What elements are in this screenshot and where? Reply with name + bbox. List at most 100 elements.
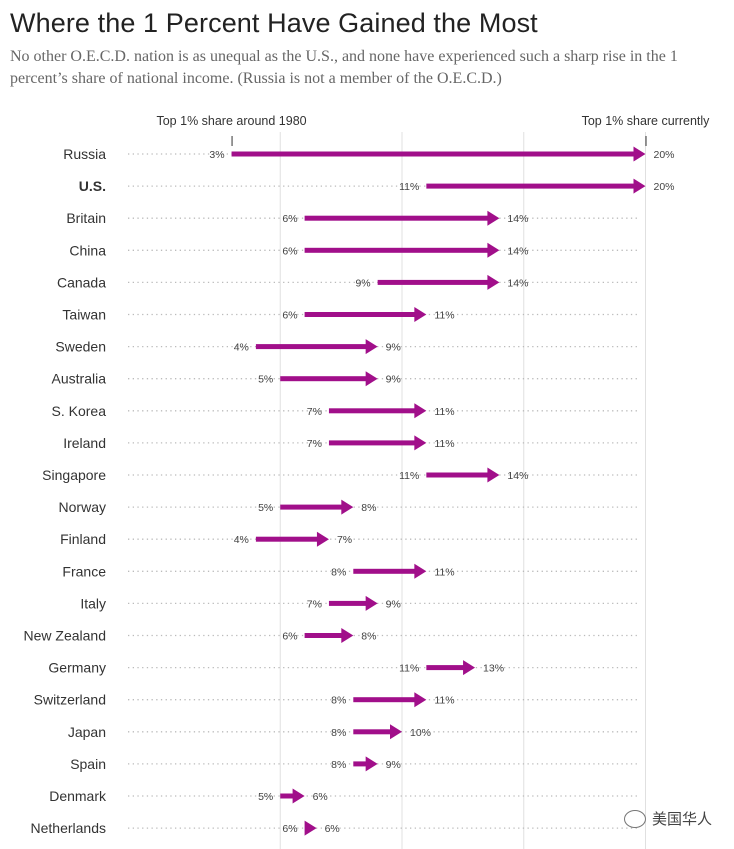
country-label: New Zealand xyxy=(24,628,107,644)
arrow-shaft xyxy=(426,183,634,189)
arrow-shaft xyxy=(280,376,367,382)
start-value-label: 7% xyxy=(307,406,322,418)
end-value-label: 8% xyxy=(361,631,376,643)
arrow-head xyxy=(487,242,500,258)
start-value-label: 7% xyxy=(307,598,322,610)
end-value-label: 20% xyxy=(654,149,675,161)
start-value-label: 8% xyxy=(331,727,346,739)
arrow-head xyxy=(341,628,354,643)
arrow-head xyxy=(414,563,427,579)
arrow-head xyxy=(414,692,427,708)
country-label: Netherlands xyxy=(31,820,107,836)
country-label: Norway xyxy=(59,499,106,515)
start-value-label: 5% xyxy=(258,374,273,386)
start-value-label: 6% xyxy=(282,245,297,257)
end-value-label: 14% xyxy=(507,277,528,289)
arrow-shaft xyxy=(426,665,464,671)
arrow-head xyxy=(487,467,500,483)
arrow-shaft xyxy=(304,633,342,638)
country-label: U.S. xyxy=(79,178,106,194)
wechat-icon xyxy=(623,809,646,828)
start-value-label: 4% xyxy=(234,342,249,354)
country-label: Russia xyxy=(63,146,106,162)
end-value-label: 14% xyxy=(507,245,528,257)
chart-subtitle: No other O.E.C.D. nation is as unequal a… xyxy=(10,48,678,87)
start-value-label: 6% xyxy=(282,310,297,322)
arrow-head xyxy=(487,210,500,226)
arrow-shaft xyxy=(304,247,488,253)
end-value-label: 10% xyxy=(410,727,431,739)
arrow-shaft xyxy=(328,600,367,606)
country-label: Denmark xyxy=(49,788,107,804)
arrow-shaft xyxy=(328,440,415,446)
start-value-label: 11% xyxy=(399,470,419,482)
country-label: France xyxy=(62,563,106,579)
arrow-head xyxy=(304,820,317,836)
arrow-head xyxy=(414,307,427,322)
start-value-label: 3% xyxy=(209,149,224,161)
arrow-head xyxy=(365,339,378,355)
country-label: Finland xyxy=(60,531,106,547)
arrow-head xyxy=(292,788,305,804)
country-label: Singapore xyxy=(42,467,106,483)
start-value-label: 11% xyxy=(399,663,419,675)
country-label: Ireland xyxy=(63,435,106,451)
start-value-label: 6% xyxy=(282,823,297,835)
start-value-label: 5% xyxy=(258,502,273,514)
arrow-head xyxy=(341,499,354,515)
country-label: Britain xyxy=(66,210,106,226)
start-value-label: 8% xyxy=(331,695,346,707)
arrow-shaft xyxy=(304,215,488,221)
chart-title: Where the 1 Percent Have Gained the Most xyxy=(10,8,538,38)
end-value-label: 9% xyxy=(386,374,401,386)
arrow-head xyxy=(633,178,646,194)
end-value-label: 7% xyxy=(337,534,352,546)
arrow-head xyxy=(487,274,500,290)
arrow-head xyxy=(316,531,329,547)
start-value-label: 6% xyxy=(282,631,297,643)
end-value-label: 9% xyxy=(386,598,401,610)
arrow-head xyxy=(414,403,427,419)
arrow-shaft xyxy=(304,312,415,317)
arrow-head xyxy=(414,435,427,451)
watermark: 美国华人 xyxy=(623,808,712,829)
end-value-label: 6% xyxy=(313,791,328,803)
country-label: Sweden xyxy=(55,339,106,355)
end-value-label: 11% xyxy=(434,566,454,578)
watermark-text: 美国华人 xyxy=(651,810,712,828)
country-label: China xyxy=(69,242,106,258)
arrow-shaft xyxy=(353,697,415,703)
arrow-head xyxy=(390,724,402,740)
arrow-head xyxy=(365,371,378,387)
arrow-shaft xyxy=(353,568,415,574)
arrow-shaft xyxy=(328,408,415,414)
country-label: Australia xyxy=(52,371,107,387)
start-value-label: 7% xyxy=(307,438,322,450)
arrow-shaft xyxy=(280,504,342,510)
end-value-label: 11% xyxy=(434,695,454,707)
country-label: Taiwan xyxy=(62,307,106,323)
end-value-label: 13% xyxy=(483,663,504,675)
arrow-shaft xyxy=(255,344,367,350)
end-value-label: 20% xyxy=(654,181,675,193)
start-value-label: 9% xyxy=(355,277,370,289)
country-label: S. Korea xyxy=(52,403,107,419)
start-value-label: 8% xyxy=(331,759,346,771)
country-label: Switzerland xyxy=(34,692,106,708)
country-label: Canada xyxy=(57,274,106,290)
end-value-label: 14% xyxy=(507,470,528,482)
arrow-shaft xyxy=(377,279,488,285)
arrow-shaft xyxy=(255,536,318,542)
country-label: Germany xyxy=(48,660,106,676)
start-value-label: 11% xyxy=(399,181,419,193)
end-value-label: 11% xyxy=(434,406,454,418)
end-header-label: Top 1% share currently xyxy=(582,114,711,128)
start-value-label: 6% xyxy=(282,213,297,225)
arrow-shaft xyxy=(353,729,391,735)
end-value-label: 9% xyxy=(386,342,401,354)
arrow-head xyxy=(633,146,646,162)
end-value-label: 8% xyxy=(361,502,376,514)
arrow-head xyxy=(365,595,378,611)
end-value-label: 11% xyxy=(434,438,454,450)
